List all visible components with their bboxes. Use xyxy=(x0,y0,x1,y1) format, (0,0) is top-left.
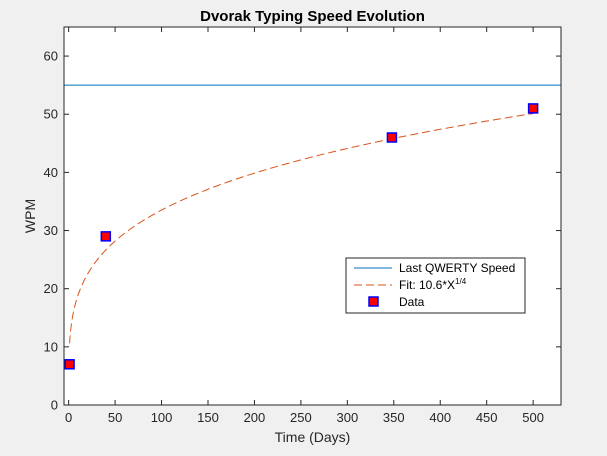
y-tick-label: 10 xyxy=(44,339,58,354)
y-tick-label: 40 xyxy=(44,165,58,180)
x-tick-label: 250 xyxy=(290,410,312,425)
data-point xyxy=(386,132,398,143)
legend-label-fit-base: Fit: 10.6*X xyxy=(399,278,455,292)
y-tick-label: 50 xyxy=(44,107,58,122)
x-tick-label: 500 xyxy=(522,410,544,425)
legend-label-fit-exponent: 1/4 xyxy=(455,277,467,286)
chart-title: Dvorak Typing Speed Evolution xyxy=(200,8,425,25)
y-tick-label: 30 xyxy=(44,223,58,238)
axes-box xyxy=(63,26,562,406)
x-tick-label: 450 xyxy=(476,410,498,425)
legend-swatch-data xyxy=(368,296,379,307)
x-tick-label: 100 xyxy=(151,410,173,425)
y-axis-label: WPM xyxy=(22,199,38,233)
y-tick-label: 0 xyxy=(51,398,58,413)
plot-area xyxy=(64,27,561,405)
data-point xyxy=(64,359,75,370)
x-axis-label: Time (Days) xyxy=(275,429,351,445)
x-tick-label: 300 xyxy=(336,410,358,425)
y-tick-label: 60 xyxy=(44,49,58,64)
legend-label-qwerty: Last QWERTY Speed xyxy=(399,261,515,275)
x-tick-label: 400 xyxy=(429,410,451,425)
legend-label-fit: Fit: 10.6*X1/4 xyxy=(399,277,467,292)
x-tick-label: 150 xyxy=(197,410,219,425)
legend-label-data: Data xyxy=(399,295,425,309)
y-tick-label: 20 xyxy=(44,281,58,296)
x-tick-label: 0 xyxy=(65,410,72,425)
x-tick-label: 50 xyxy=(108,410,122,425)
tick-layer: 0 50 100 150 200 250 300 350 400 450 500 0 10 20 30 40 5… xyxy=(44,27,561,425)
data-point xyxy=(100,231,112,242)
x-tick-label: 350 xyxy=(383,410,405,425)
x-tick-label: 200 xyxy=(244,410,266,425)
data-layer xyxy=(64,84,561,370)
legend: Last QWERTY Speed Fit: 10.6*X1/4 Data xyxy=(345,257,526,314)
data-point xyxy=(527,103,539,114)
